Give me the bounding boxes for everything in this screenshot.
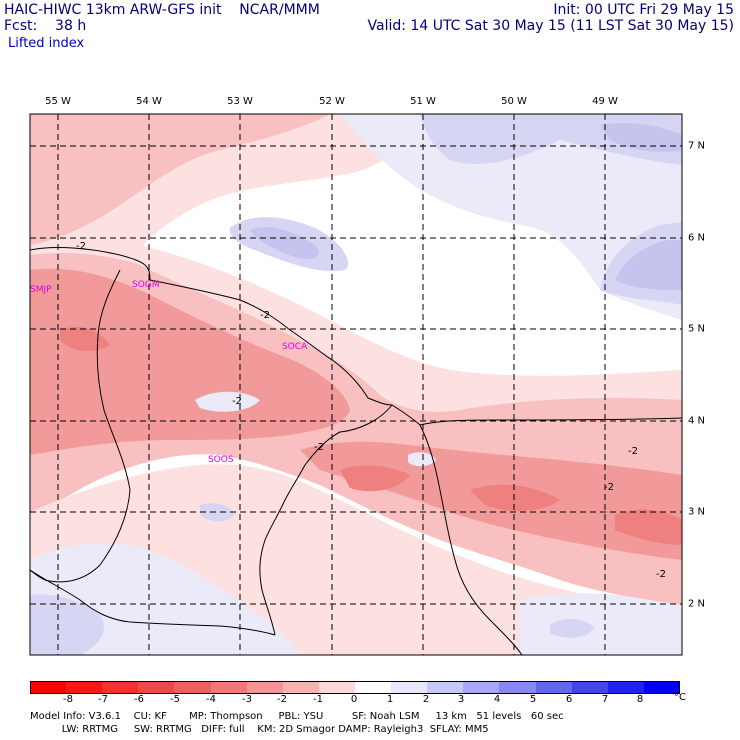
lon-label-52w: 52 W bbox=[319, 96, 345, 107]
contour-label: -2 bbox=[656, 569, 666, 580]
lon-label-54w: 54 W bbox=[136, 96, 162, 107]
init-time: Init: 00 UTC Fri 29 May 15 bbox=[553, 2, 734, 18]
colorbar-tick: -6 bbox=[134, 694, 144, 705]
shade-neg-mid-north bbox=[30, 114, 330, 245]
shade-neg-strong-west bbox=[30, 268, 350, 455]
border-brazil-frguiana bbox=[419, 424, 523, 655]
contour-label: -2 bbox=[604, 482, 614, 493]
contour-label: -2 bbox=[628, 446, 638, 457]
lon-label-51w: 51 W bbox=[410, 96, 436, 107]
lon-label-55w: 55 W bbox=[45, 96, 71, 107]
lat-label-7n: 7 N bbox=[688, 140, 706, 152]
colorbar-tick: 3 bbox=[457, 694, 465, 705]
footer-model-info: Model Info: V3.6.1 CU: KF MP: Thompson P… bbox=[30, 711, 564, 722]
forecast-hour: Fcst: 38 h bbox=[4, 18, 87, 34]
map-frame bbox=[29, 113, 683, 656]
colorbar-tick: 5 bbox=[529, 694, 537, 705]
footer-physics-info: LW: RRTMG SW: RRTMG DIFF: full KM: 2D Sm… bbox=[30, 724, 489, 735]
colorbar-frame bbox=[30, 681, 680, 694]
colorbar-tick: -1 bbox=[313, 694, 323, 705]
lat-label-3n: 3 N bbox=[688, 506, 706, 518]
colorbar-tick: 8 bbox=[636, 694, 644, 705]
valid-time: Valid: 14 UTC Sat 30 May 15 (11 LST Sat … bbox=[367, 18, 734, 34]
colorbar-tick: -7 bbox=[98, 694, 108, 705]
lat-label-5n: 5 N bbox=[688, 323, 706, 335]
contour-label: -2 bbox=[76, 241, 86, 252]
contour-label: -2 bbox=[260, 310, 270, 321]
shade-neg-deep-2 bbox=[470, 484, 560, 512]
station-label-sogm: SOGM bbox=[132, 280, 160, 290]
coastline bbox=[30, 247, 682, 426]
shade-pos-mid-blob-2 bbox=[200, 503, 235, 522]
shade-pos-light-inland-2 bbox=[408, 452, 436, 467]
colorbar-tick: -8 bbox=[63, 694, 73, 705]
lat-label-4n: 4 N bbox=[688, 415, 706, 427]
field-name: Lifted index bbox=[8, 36, 85, 51]
colorbar-tick: -4 bbox=[206, 694, 216, 705]
lat-label-6n: 6 N bbox=[688, 232, 706, 244]
shade-neg-deep-3 bbox=[615, 509, 682, 545]
border-suriname-guyana bbox=[30, 269, 131, 583]
colorbar-tick: 7 bbox=[601, 694, 609, 705]
shade-pos-mid-se bbox=[550, 618, 595, 638]
shade-pos-light-inland bbox=[195, 391, 260, 412]
lon-label-49w: 49 W bbox=[592, 96, 618, 107]
border-south bbox=[30, 569, 276, 636]
shade-neg-deep-1 bbox=[340, 465, 410, 492]
lon-label-53w: 53 W bbox=[227, 96, 253, 107]
contour-label: -2 bbox=[232, 396, 242, 407]
station-label-soca: SOCA bbox=[282, 342, 308, 352]
shade-pos-strong-east bbox=[615, 240, 682, 290]
model-title: HAIC-HIWC 13km ARW-GFS init NCAR/MMM bbox=[4, 2, 320, 18]
contour-label: -2 bbox=[314, 442, 324, 453]
shade-pos-strong-blob bbox=[250, 227, 319, 260]
lat-label-2n: 2 N bbox=[688, 598, 706, 610]
shade-pos-light-ne bbox=[340, 114, 682, 320]
border-suriname-frguiana bbox=[259, 404, 393, 636]
colorbar-tick: -5 bbox=[170, 694, 180, 705]
colorbar-tick: 6 bbox=[565, 694, 573, 705]
colorbar-tick: 2 bbox=[422, 694, 430, 705]
lon-label-50w: 50 W bbox=[501, 96, 527, 107]
colorbar-tick: 0 bbox=[350, 694, 358, 705]
colorbar-tick: -2 bbox=[277, 694, 287, 705]
shade-pos-light-se bbox=[520, 593, 682, 655]
colorbar-tick: 4 bbox=[493, 694, 501, 705]
colorbar-tick: 1 bbox=[386, 694, 394, 705]
shade-pos-mid-sw bbox=[30, 594, 104, 655]
shade-pos-strong-ne bbox=[600, 123, 682, 152]
colorbar-tick: -3 bbox=[242, 694, 252, 705]
station-label-soos: SOOS bbox=[208, 455, 234, 465]
station-label-smjp: SMJP bbox=[30, 285, 52, 295]
colorbar-unit: °C bbox=[674, 692, 686, 703]
